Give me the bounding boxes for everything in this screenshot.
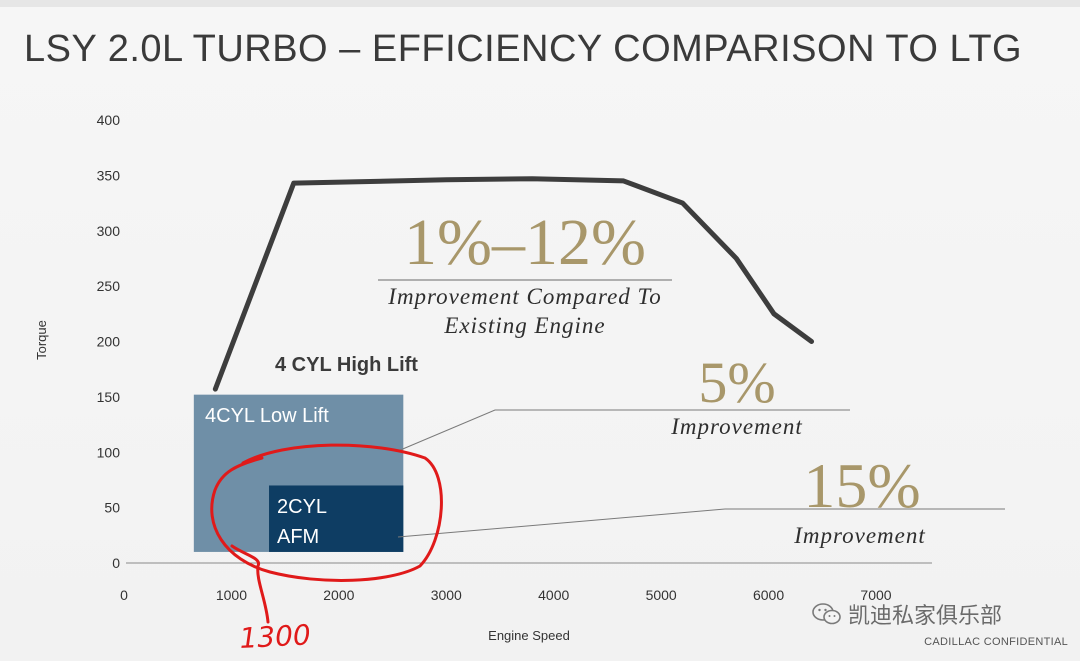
region-label-high-lift: 4 CYL High Lift xyxy=(275,354,418,376)
x-tick-label: 7000 xyxy=(860,587,891,603)
watermark: 凯迪私家俱乐部 xyxy=(812,598,1002,630)
callout-3-leader xyxy=(397,508,1005,538)
region-label-afm-line2: AFM xyxy=(277,526,319,548)
callout-1-caption-line1: Improvement Compared To xyxy=(387,284,661,309)
y-tick-label: 200 xyxy=(97,334,121,350)
x-tick-label: 5000 xyxy=(646,587,677,603)
x-tick-label: 2000 xyxy=(323,587,354,603)
x-tick-label: 0 xyxy=(120,587,128,603)
y-tick-label: 350 xyxy=(97,167,121,183)
watermark-text: 凯迪私家俱乐部 xyxy=(848,604,1003,629)
y-tick-label: 150 xyxy=(97,389,121,405)
y-tick-label: 400 xyxy=(97,112,121,128)
y-tick-label: 100 xyxy=(97,444,121,460)
handwritten-pointer-line xyxy=(230,544,270,624)
x-tick-label: 4000 xyxy=(538,587,569,603)
y-tick-label: 0 xyxy=(112,555,120,571)
slide-title: LSY 2.0L TURBO – EFFICIENCY COMPARISON T… xyxy=(24,28,1023,70)
x-tick-labels: 0 1000 2000 3000 4000 5000 6000 7000 xyxy=(120,587,892,603)
callout-3-value: 15% xyxy=(803,450,920,521)
region-label-afm-line1: 2CYL xyxy=(277,496,327,518)
region-label-low-lift: 4CYL Low Lift xyxy=(205,405,329,427)
callout-2-value: 5% xyxy=(698,350,775,415)
callout-2-leader xyxy=(397,409,850,452)
confidential-label: CADILLAC CONFIDENTIAL xyxy=(924,636,1068,648)
y-axis-label: Torque xyxy=(34,320,49,360)
x-axis-label: Engine Speed xyxy=(488,628,570,643)
top-rule xyxy=(0,0,1080,7)
x-tick-label: 3000 xyxy=(431,587,462,603)
callout-1-caption-line2: Existing Engine xyxy=(443,313,605,338)
torque-curve xyxy=(212,176,815,392)
y-tick-label: 50 xyxy=(104,500,120,516)
y-tick-label: 300 xyxy=(97,223,121,239)
y-tick-label: 250 xyxy=(97,278,121,294)
callout-2-caption: Improvement xyxy=(670,414,803,439)
wechat-icon xyxy=(812,603,841,625)
y-tick-labels: 0 50 100 150 200 250 300 350 400 xyxy=(97,112,121,571)
handwritten-note-1300: 1300 xyxy=(239,618,312,655)
handwritten-circle-annotation xyxy=(210,443,443,582)
x-tick-label: 6000 xyxy=(753,587,784,603)
x-tick-label: 1000 xyxy=(216,587,247,603)
region-2cyl-afm xyxy=(269,485,404,552)
callout-1-value: 1%–12% xyxy=(404,206,646,279)
callout-3-caption: Improvement xyxy=(793,523,926,548)
